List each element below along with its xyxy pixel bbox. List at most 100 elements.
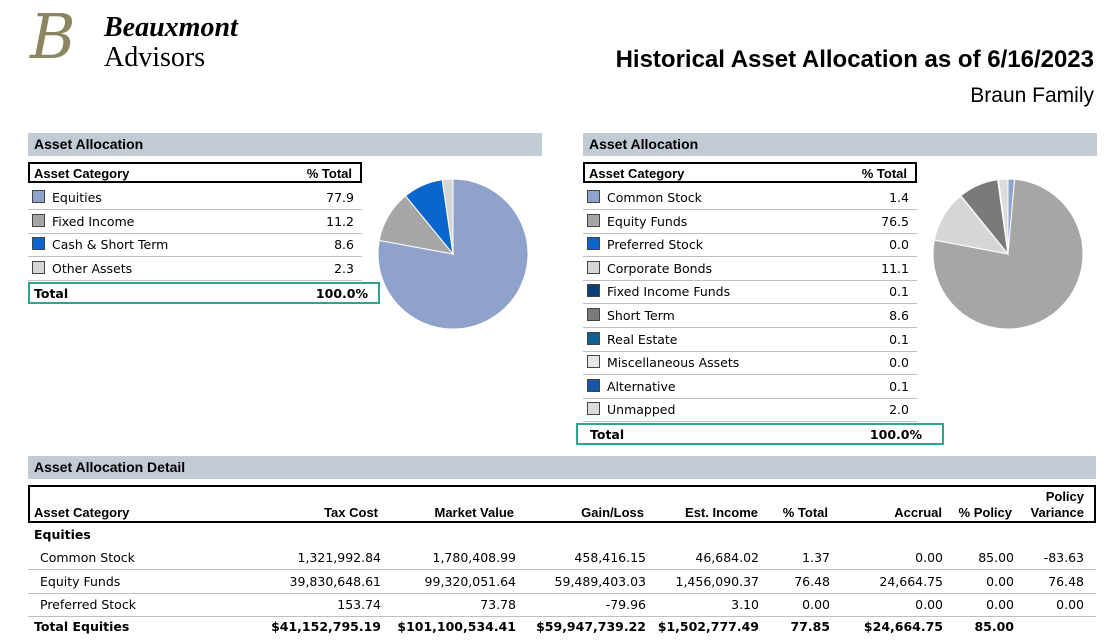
total-market-value: $101,100,534.41: [397, 619, 516, 634]
logo-line2: Advisors: [104, 42, 206, 73]
right-section-bar: Asset Allocation: [583, 133, 1097, 156]
left-table-header: Asset Category % Total: [28, 162, 362, 183]
cell-pct-total: 1.37: [802, 550, 830, 565]
detail-table-header: Asset Category Tax Cost Market Value Gai…: [28, 485, 1096, 523]
right-total-label: Total: [590, 427, 625, 442]
detail-total-row: Total Equities $41,152,795.19 $101,100,5…: [28, 615, 1096, 639]
legend-swatch: [587, 378, 600, 392]
total-tax-cost: $41,152,795.19: [271, 619, 381, 634]
legend-row-miscellaneous-assets: Miscellaneous Assets 0.0: [583, 352, 917, 376]
legend-row-preferred-stock: Preferred Stock 0.0: [583, 234, 917, 258]
legend-row-fixed-income-funds: Fixed Income Funds 0.1: [583, 281, 917, 305]
left-total-label: Total: [34, 286, 69, 301]
total-gain-loss: $59,947,739.22: [536, 619, 646, 634]
legend-label: Fixed Income: [52, 213, 135, 229]
legend-value: 0.0: [889, 237, 909, 253]
cell-policy-variance: -83.63: [1043, 550, 1084, 565]
cell-pct-total: 76.48: [794, 573, 830, 589]
legend-row-real-estate: Real Estate 0.1: [583, 329, 917, 352]
right-pie-chart: [932, 178, 1084, 330]
legend-value: 76.5: [881, 213, 909, 229]
legend-label: Fixed Income Funds: [607, 284, 731, 300]
cell-gain-loss: 59,489,403.03: [554, 573, 646, 589]
legend-value: 0.1: [889, 378, 909, 394]
legend-row-corporate-bonds: Corporate Bonds 11.1: [583, 258, 917, 281]
cell-gain-loss: -79.96: [605, 597, 646, 612]
legend-label: Unmapped: [607, 402, 676, 418]
legend-swatch: [587, 190, 600, 203]
cell-policy-variance: 76.48: [1048, 573, 1084, 589]
cell-tax-cost: 153.74: [337, 597, 381, 612]
cell-category: Equity Funds: [40, 573, 121, 589]
legend-value: 11.1: [881, 260, 909, 276]
total-pct-policy: 85.00: [974, 619, 1014, 634]
legend-row-alternative: Alternative 0.1: [583, 376, 917, 399]
legend-swatch: [32, 260, 45, 274]
report-title: Historical Asset Allocation as of 6/16/2…: [615, 46, 1094, 73]
logo-monogram: B: [30, 0, 76, 73]
cell-market-value: 73.78: [480, 597, 516, 612]
col-policy-variance-line1: Policy: [1045, 489, 1084, 504]
right-total-value: 100.0%: [869, 427, 922, 442]
report-subtitle: Braun Family: [970, 84, 1094, 107]
legend-swatch: [587, 308, 600, 321]
legend-value: 77.9: [326, 190, 354, 205]
legend-value: 0.1: [889, 284, 909, 300]
cell-accrual: 24,664.75: [879, 573, 943, 589]
legend-row-cash-and-short-term: Cash & Short Term 8.6: [28, 234, 362, 258]
cell-policy-variance: 0.00: [1056, 597, 1084, 612]
cell-pct-policy: 85.00: [978, 550, 1014, 565]
legend-swatch: [587, 331, 600, 345]
legend-label: Equity Funds: [607, 213, 688, 229]
detail-group-row: Equities: [28, 523, 1096, 547]
left-pie-chart: [377, 178, 529, 330]
legend-value: 2.3: [334, 260, 354, 276]
legend-value: 2.0: [889, 402, 909, 418]
cell-tax-cost: 1,321,992.84: [297, 550, 382, 565]
legend-swatch: [587, 260, 600, 274]
cell-category: Common Stock: [40, 550, 135, 565]
legend-row-equities: Equities 77.9: [28, 187, 362, 210]
logo-line1: Beauxmont: [104, 12, 238, 43]
legend-row-fixed-income: Fixed Income 11.2: [28, 211, 362, 234]
table-row: Preferred Stock 153.74 73.78 -79.96 3.10 0.00…: [28, 593, 1096, 617]
legend-row-other-assets: Other Assets 2.3: [28, 258, 362, 281]
legend-value: 1.4: [889, 190, 909, 205]
pie-slice-unmapped: [998, 178, 1009, 255]
cell-tax-cost: 39,830,648.61: [289, 573, 381, 589]
left-section-bar: Asset Allocation: [28, 133, 542, 156]
legend-swatch: [587, 355, 600, 369]
legend-row-unmapped: Unmapped 2.0: [583, 399, 917, 423]
left-col-category: Asset Category: [34, 166, 130, 181]
legend-label: Common Stock: [607, 190, 702, 205]
table-row: Common Stock 1,321,992.84 1,780,408.99 458,…: [28, 546, 1096, 570]
cell-accrual: 0.00: [915, 597, 943, 612]
right-col-total: % Total: [861, 166, 907, 181]
col-tax-cost: Tax Cost: [324, 505, 378, 520]
legend-label: Preferred Stock: [607, 237, 703, 253]
legend-label: Corporate Bonds: [607, 260, 713, 276]
left-col-total: % Total: [306, 166, 352, 181]
legend-label: Short Term: [607, 308, 675, 323]
pie-slice-other-assets: [441, 178, 454, 255]
col-market-value: Market Value: [434, 505, 515, 520]
right-col-category: Asset Category: [589, 166, 685, 181]
detail-group-label: Equities: [34, 527, 91, 542]
cell-pct-total: 0.00: [802, 597, 830, 612]
legend-swatch: [32, 190, 45, 203]
legend-swatch: [587, 237, 600, 251]
col-est-income: Est. Income: [685, 505, 758, 520]
legend-value: 8.6: [334, 237, 354, 253]
total-pct-total: 77.85: [790, 619, 830, 634]
cell-accrual: 0.00: [915, 550, 943, 565]
legend-value: 0.1: [889, 331, 909, 347]
legend-label: Real Estate: [607, 331, 678, 347]
total-accrual: $24,664.75: [863, 619, 943, 634]
detail-section-bar: Asset Allocation Detail: [28, 456, 1096, 479]
total-est-income: $1,502,777.49: [657, 619, 759, 634]
cell-pct-policy: 0.00: [986, 597, 1014, 612]
pie-slice-equities: [377, 178, 529, 330]
legend-label: Miscellaneous Assets: [607, 355, 740, 371]
legend-swatch: [587, 213, 600, 227]
legend-label: Cash & Short Term: [52, 237, 169, 253]
